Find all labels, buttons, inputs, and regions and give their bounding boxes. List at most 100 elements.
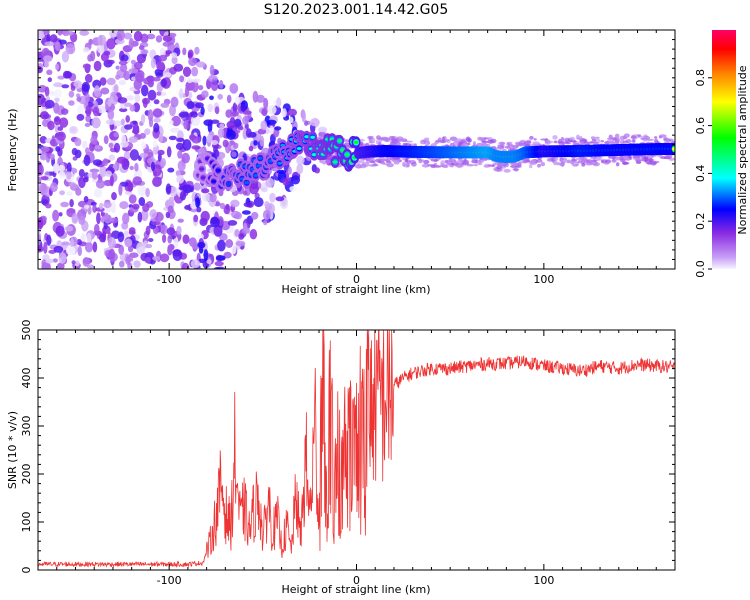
spectrogram-cell: [622, 155, 629, 159]
spectrogram-cell: [580, 141, 584, 145]
spectrogram-cell: [385, 159, 391, 162]
spectrogram-cell: [52, 209, 60, 222]
spectrogram-cell: [269, 192, 276, 203]
spectrogram-cell: [473, 163, 478, 167]
spectrogram-cell: [59, 117, 69, 128]
spectrogram-cell: [194, 46, 200, 55]
spectrogram-cell: [182, 47, 187, 56]
spectrogram-cell: [506, 142, 510, 146]
spectrogram-cell: [208, 119, 213, 127]
spectrogram-cell: [191, 145, 201, 150]
spectrogram-cell: [664, 137, 668, 140]
spectrogram-cell: [168, 135, 177, 141]
spectrogram-cell: [171, 56, 178, 65]
spectrogram-cell: [182, 66, 192, 78]
spectrogram-cell: [222, 139, 229, 148]
spectrogram-cell: [371, 138, 376, 143]
spectrogram-cell: [405, 140, 413, 143]
spectrogram-cell: [117, 97, 128, 104]
spectrogram-cell: [186, 78, 193, 84]
spectrogram-cell: [122, 212, 130, 225]
spectrogram-cell: [71, 260, 76, 265]
snr-xtick-label: 0: [353, 574, 360, 587]
spectrogram-cell: [120, 118, 125, 126]
spectrogram-cell: [83, 204, 90, 210]
spectrogram-cell: [145, 244, 153, 249]
spectrogram-cell: [177, 150, 183, 159]
spectrogram-cell: [125, 190, 133, 196]
spectrogram-cell: [76, 104, 85, 116]
spectrogram-cell: [301, 111, 306, 123]
spectrogram-cell: [611, 159, 617, 163]
spectrogram-cell: [139, 152, 149, 158]
spectrogram-cell: [377, 137, 385, 140]
spectrogram-cell: [184, 86, 190, 98]
spectrogram-cell: [40, 146, 50, 153]
spectrogram-cell: [619, 135, 626, 140]
spectrogram-cell: [85, 105, 92, 117]
spectrogram-cell: [622, 162, 630, 165]
spectrogram-cell: [66, 191, 73, 197]
spectrogram-cell: [125, 115, 130, 123]
spectrogram-cell: [217, 93, 223, 100]
spectrogram-cell: [455, 138, 462, 142]
spectrogram-cell: [434, 165, 440, 168]
spectrogram-cell: [223, 205, 231, 215]
spectrogram-cell: [68, 182, 77, 187]
spectrogram-cell: [233, 142, 239, 149]
spectrogram-cell: [49, 34, 58, 43]
spectrogram-cell: [138, 45, 145, 51]
spectrogram-cell: [148, 117, 154, 128]
spectrogram-cell: [319, 159, 323, 163]
spectrogram-cell: [69, 238, 75, 247]
spectrogram-cell: [266, 119, 277, 125]
spectrogram-cell: [147, 238, 154, 242]
spectrogram-cell: [600, 140, 604, 143]
spectrogram-cell: [171, 115, 182, 127]
spectrogram-panel: -100 0 100 Height of straight line (km) Fr…: [6, 29, 676, 296]
ridge-cell: [257, 156, 263, 160]
spectrogram-cell: [530, 159, 537, 164]
spectrogram-cell: [200, 210, 210, 222]
spectrogram-cell: [194, 102, 204, 109]
spectrogram-cell: [663, 156, 671, 160]
spectrogram-cell: [380, 161, 386, 165]
spectrogram-cell: [49, 153, 55, 160]
spectrogram-cell: [404, 158, 408, 163]
spectrogram-cell: [579, 136, 583, 141]
spectrogram-cell: [571, 160, 577, 164]
spectrogram-cell: [226, 120, 236, 129]
spectrogram-cell: [103, 135, 109, 145]
spectrogram-cell: [127, 182, 133, 192]
spectrogram-cell: [157, 153, 162, 162]
spectrogram-cell: [91, 170, 98, 180]
spectrogram-cell: [40, 176, 49, 181]
spectrogram-cell: [152, 255, 161, 261]
spectrogram-cell: [59, 190, 65, 196]
spectrogram-cell: [145, 187, 150, 198]
spectrogram-cell: [499, 161, 504, 167]
spectrogram-cell: [65, 43, 76, 55]
spectrogram-cell: [481, 140, 489, 144]
spectrogram-cell: [497, 161, 501, 165]
spectrogram-cell: [580, 158, 588, 163]
spectrogram-cell: [41, 199, 49, 205]
spectrogram-cell: [123, 70, 130, 81]
spectrogram-cell: [177, 160, 186, 172]
spectrogram-cell: [160, 102, 170, 108]
spectrogram-cell: [40, 111, 49, 120]
spectrogram-cell: [343, 139, 351, 143]
spectrogram-cell: [274, 126, 282, 131]
spectrogram-cell: [84, 122, 91, 127]
spectrogram-cell: [225, 109, 233, 118]
spectrogram-cell: [58, 171, 66, 179]
spectrogram-cell: [141, 141, 147, 149]
spectrogram-cell: [110, 91, 117, 97]
spectrogram-cell: [366, 158, 372, 161]
spectrogram-cell: [565, 139, 570, 143]
spectrogram-cell: [191, 80, 199, 93]
snr-xtick-label: 100: [533, 574, 554, 587]
spectrogram-cell: [215, 255, 226, 261]
